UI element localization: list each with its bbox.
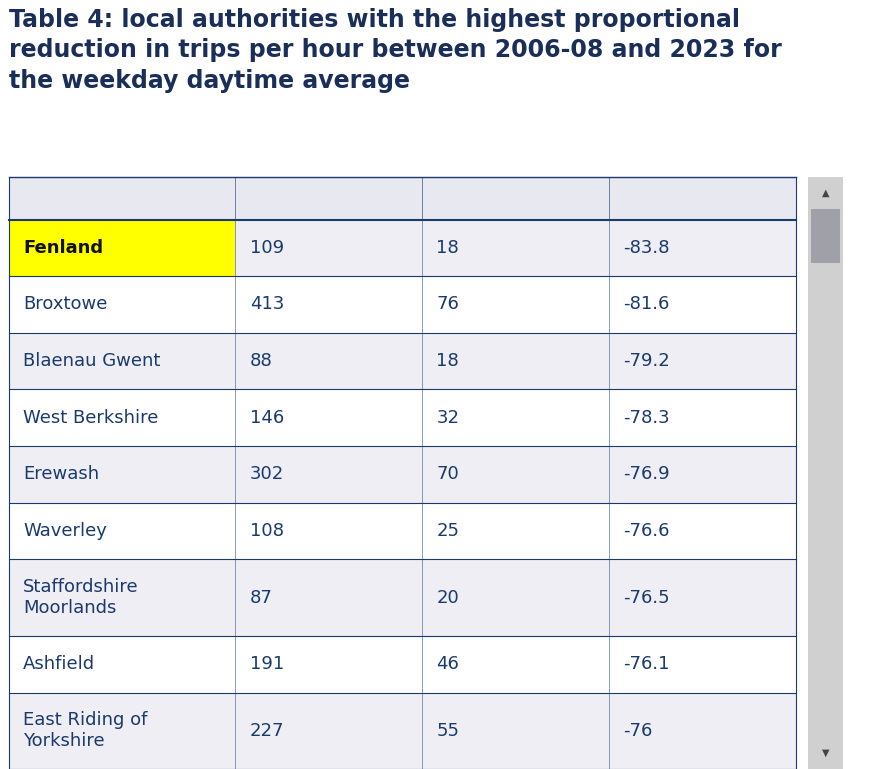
Bar xyxy=(608,177,796,219)
Text: 87: 87 xyxy=(250,588,273,607)
Bar xyxy=(608,446,796,503)
Bar xyxy=(422,219,609,276)
Text: Blaenau Gwent: Blaenau Gwent xyxy=(23,352,161,370)
Bar xyxy=(9,276,235,333)
Bar xyxy=(9,559,235,636)
Bar xyxy=(608,219,796,276)
Text: Ashfield: Ashfield xyxy=(23,655,95,673)
Text: -76.5: -76.5 xyxy=(623,588,670,607)
Bar xyxy=(422,276,609,333)
Bar xyxy=(808,737,843,769)
Text: 20: 20 xyxy=(436,588,459,607)
Text: Erewash: Erewash xyxy=(23,465,99,484)
Text: -83.8: -83.8 xyxy=(623,239,669,257)
Bar xyxy=(811,209,840,263)
Bar xyxy=(422,333,609,389)
Text: Broxtowe: Broxtowe xyxy=(23,295,108,314)
Text: 302: 302 xyxy=(250,465,283,484)
Bar xyxy=(235,177,422,219)
Bar xyxy=(422,559,609,636)
Bar xyxy=(9,446,235,503)
Text: -78.3: -78.3 xyxy=(623,409,670,427)
Bar xyxy=(9,636,235,693)
Text: 413: 413 xyxy=(250,295,284,314)
Text: -81.6: -81.6 xyxy=(623,295,669,314)
Text: 191: 191 xyxy=(250,655,283,673)
Text: 109: 109 xyxy=(250,239,283,257)
Bar xyxy=(235,333,422,389)
Bar xyxy=(608,693,796,769)
Text: Waverley: Waverley xyxy=(23,522,107,540)
Bar xyxy=(235,276,422,333)
Bar xyxy=(235,503,422,559)
Bar xyxy=(9,693,235,769)
Bar xyxy=(608,276,796,333)
Text: 46: 46 xyxy=(436,655,459,673)
Bar xyxy=(422,389,609,446)
Bar xyxy=(608,333,796,389)
Text: West Berkshire: West Berkshire xyxy=(23,409,159,427)
Text: East Riding of
Yorkshire: East Riding of Yorkshire xyxy=(23,711,147,751)
Text: 55: 55 xyxy=(436,722,459,740)
Bar xyxy=(9,177,235,219)
Text: ▲: ▲ xyxy=(822,188,829,198)
Text: Table 4: local authorities with the highest proportional
reduction in trips per : Table 4: local authorities with the high… xyxy=(9,8,781,93)
Text: Fenland: Fenland xyxy=(23,239,103,257)
Text: 32: 32 xyxy=(436,409,459,427)
Text: 18: 18 xyxy=(436,352,459,370)
Text: -76: -76 xyxy=(623,722,653,740)
Bar xyxy=(9,219,235,276)
Bar xyxy=(608,389,796,446)
Text: 70: 70 xyxy=(436,465,459,484)
Bar xyxy=(9,503,235,559)
Text: -76.1: -76.1 xyxy=(623,655,669,673)
Bar xyxy=(422,503,609,559)
Text: -76.6: -76.6 xyxy=(623,522,669,540)
Bar xyxy=(235,636,422,693)
Text: 88: 88 xyxy=(250,352,272,370)
Bar xyxy=(9,333,235,389)
Bar xyxy=(235,219,422,276)
Text: 146: 146 xyxy=(250,409,283,427)
Text: 25: 25 xyxy=(436,522,459,540)
Text: 76: 76 xyxy=(436,295,459,314)
Bar xyxy=(235,559,422,636)
Text: Staffordshire
Moorlands: Staffordshire Moorlands xyxy=(23,578,139,617)
Bar xyxy=(808,177,843,209)
Text: 227: 227 xyxy=(250,722,284,740)
Bar xyxy=(608,503,796,559)
Text: 18: 18 xyxy=(436,239,459,257)
Text: 108: 108 xyxy=(250,522,283,540)
Bar xyxy=(422,636,609,693)
Text: ▼: ▼ xyxy=(822,747,829,757)
Bar xyxy=(422,177,609,219)
Text: -79.2: -79.2 xyxy=(623,352,670,370)
Bar xyxy=(9,389,235,446)
Bar xyxy=(235,693,422,769)
Text: -76.9: -76.9 xyxy=(623,465,670,484)
Bar xyxy=(422,693,609,769)
Bar xyxy=(235,446,422,503)
Bar xyxy=(608,559,796,636)
Bar xyxy=(422,446,609,503)
Bar xyxy=(235,389,422,446)
Bar xyxy=(608,636,796,693)
